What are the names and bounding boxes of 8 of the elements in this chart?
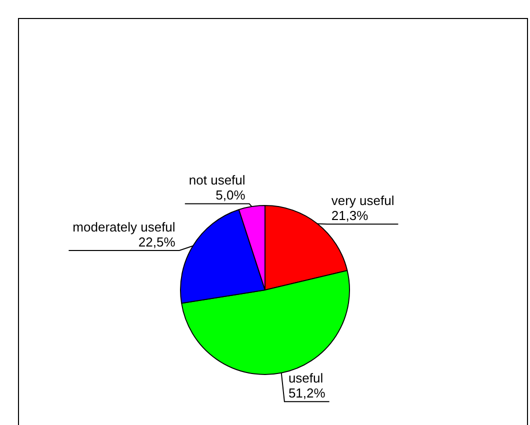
data-label: 21,3% [331, 208, 369, 224]
data-label: 5,0% [216, 188, 246, 203]
data-label: 51,2% [288, 386, 326, 401]
slice-label: moderately useful [72, 219, 176, 234]
slice-label: useful [288, 370, 324, 386]
data-label: 22,5% [138, 234, 176, 250]
slice-label: very useful [331, 193, 394, 208]
slice-label: not useful [188, 172, 246, 188]
